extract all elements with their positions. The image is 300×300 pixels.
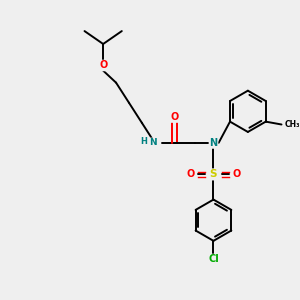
Text: O: O xyxy=(232,169,241,179)
Text: O: O xyxy=(186,169,195,179)
Text: O: O xyxy=(171,112,179,122)
Text: N: N xyxy=(209,138,217,148)
Text: Cl: Cl xyxy=(208,254,219,265)
Text: H: H xyxy=(140,137,147,146)
Text: N: N xyxy=(149,138,157,147)
Text: S: S xyxy=(210,169,217,179)
Text: O: O xyxy=(99,61,107,70)
Text: CH₃: CH₃ xyxy=(285,120,300,129)
